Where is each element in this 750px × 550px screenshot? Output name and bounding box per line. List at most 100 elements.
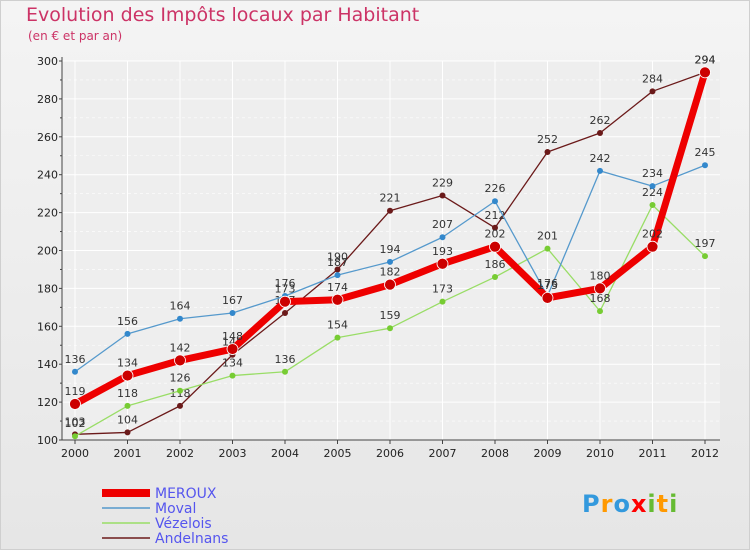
x-tick-label: 2003 <box>219 447 247 460</box>
data-label: 164 <box>170 300 191 313</box>
data-point <box>544 245 551 252</box>
x-tick-label: 2010 <box>586 447 614 460</box>
data-point <box>594 282 606 295</box>
data-label: 262 <box>590 114 611 127</box>
x-tick-label: 2002 <box>166 447 194 460</box>
data-label: 136 <box>275 353 296 366</box>
data-point <box>226 343 239 355</box>
data-label: 175 <box>537 279 558 292</box>
data-point <box>229 310 236 317</box>
logo-letter: i <box>669 490 679 518</box>
x-tick-label: 2004 <box>271 447 299 460</box>
data-label: 245 <box>695 146 716 159</box>
data-point <box>229 372 236 379</box>
data-label: 176 <box>275 277 296 290</box>
data-point <box>492 274 498 281</box>
data-label: 103 <box>65 415 86 428</box>
data-label: 173 <box>275 283 296 296</box>
data-label: 190 <box>327 250 348 263</box>
data-point <box>597 130 603 137</box>
data-label: 224 <box>642 186 663 199</box>
data-point <box>702 162 708 169</box>
y-tick-label: 220 <box>37 207 58 220</box>
data-label: 136 <box>65 353 86 366</box>
data-label: 201 <box>537 230 558 243</box>
data-point <box>384 278 396 291</box>
data-label: 173 <box>432 283 453 296</box>
data-point <box>72 368 78 375</box>
data-label: 252 <box>537 133 558 146</box>
y-tick-label: 260 <box>37 131 58 144</box>
data-point <box>334 272 341 279</box>
logo-letter: r <box>600 490 614 518</box>
y-tick-label: 200 <box>37 245 58 258</box>
data-label: 294 <box>695 53 716 66</box>
data-point <box>646 240 659 253</box>
axes: 100 120 140 160 180 200 220 240 260 280 300 2000 200… <box>37 55 720 460</box>
data-label: 176 <box>537 277 558 290</box>
y-tick-label: 160 <box>37 320 58 333</box>
data-label: 134 <box>222 357 243 370</box>
data-point <box>492 224 498 231</box>
data-label: 156 <box>117 315 138 328</box>
data-point <box>279 295 291 308</box>
data-point <box>177 387 183 394</box>
data-label: 194 <box>380 243 401 256</box>
legend-label: MEROUX <box>155 486 217 502</box>
data-label: 182 <box>380 266 401 279</box>
chart-title: Evolution des Impôts locaux par Habitant <box>26 4 420 26</box>
data-point <box>387 325 393 332</box>
data-point <box>282 368 288 375</box>
data-label: 180 <box>590 269 611 282</box>
y-tick-label: 140 <box>37 358 58 371</box>
data-point <box>177 402 183 409</box>
data-point <box>597 308 603 315</box>
legend-label: Andelnans <box>155 531 228 547</box>
data-point <box>124 330 131 337</box>
data-label: 294 <box>695 53 716 66</box>
data-label: 168 <box>590 292 611 305</box>
data-point <box>489 240 501 253</box>
data-label: 154 <box>327 319 348 332</box>
series-meroux: 119 134 142 148 173 174 182 193 202 175 180 202 294 <box>65 53 716 410</box>
logo-letter: i <box>647 490 657 518</box>
logo-letter: o <box>613 490 631 518</box>
data-label: 148 <box>222 330 243 343</box>
x-tick-label: 2006 <box>376 447 404 460</box>
data-point <box>124 429 131 436</box>
x-tick-label: 2009 <box>534 447 562 460</box>
data-label: 126 <box>170 372 191 385</box>
data-point <box>492 198 498 205</box>
legend-label: Moval <box>155 501 196 517</box>
data-point <box>174 354 186 367</box>
data-label: 119 <box>65 385 86 398</box>
x-tick-label: 2011 <box>639 447 667 460</box>
y-tick-label: 240 <box>37 169 58 182</box>
data-label: 197 <box>695 237 716 250</box>
proxiti-logo: Proxiti <box>582 490 678 518</box>
x-tick-label: 2012 <box>691 447 719 460</box>
data-point <box>649 88 656 95</box>
data-label: 242 <box>590 152 611 165</box>
series-moval: 136 156 164 167 176 187 194 207 226 176 242 234 245 <box>65 146 716 375</box>
data-label: 104 <box>117 413 138 426</box>
data-point <box>436 257 449 270</box>
series-vezelois: 102 118 126 134 136 154 159 173 186 201 168 224 197 <box>65 186 716 440</box>
x-tick-label: 2008 <box>481 447 509 460</box>
data-point <box>72 433 78 440</box>
data-point <box>649 202 656 209</box>
data-point <box>439 192 446 199</box>
data-label: 102 <box>65 417 86 430</box>
data-point <box>702 253 708 260</box>
data-label: 234 <box>642 167 663 180</box>
chart-subtitle: (en € et par an) <box>28 29 123 43</box>
data-point <box>649 183 656 190</box>
logo-letter: t <box>656 490 670 518</box>
y-tick-label: 180 <box>37 282 58 295</box>
data-label: 134 <box>117 357 138 370</box>
data-label: 174 <box>327 281 348 294</box>
data-point <box>124 402 131 409</box>
x-tick-label: 2007 <box>429 447 457 460</box>
